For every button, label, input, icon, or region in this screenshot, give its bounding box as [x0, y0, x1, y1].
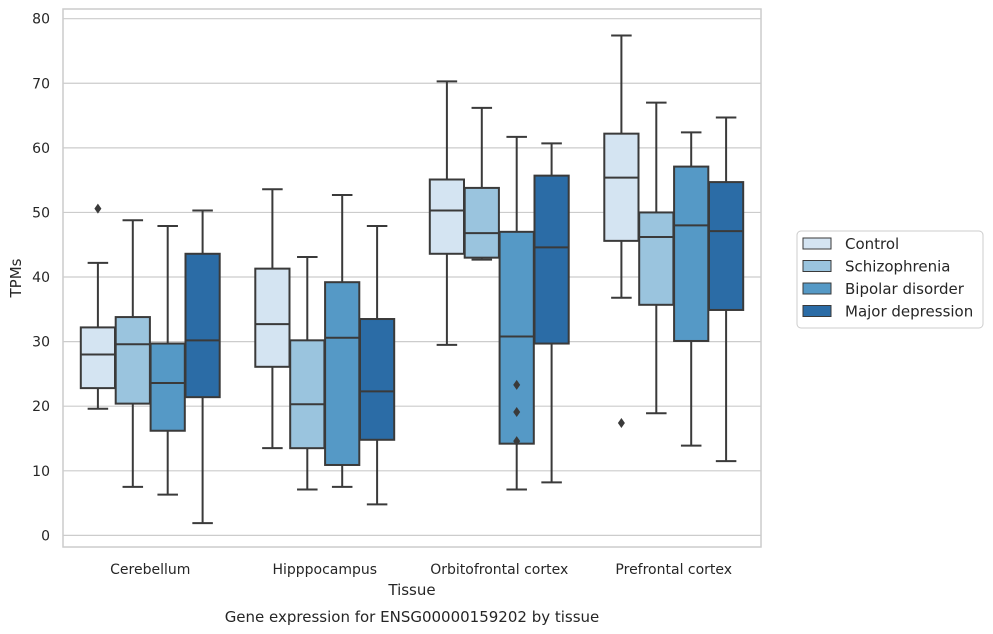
outlier-point [513, 436, 521, 447]
x-axis-ticks: Cerebellum Hipppocampus Orbitofrontal cort… [110, 562, 732, 578]
iqr-box [428, 178, 466, 255]
legend-item: Major depression [802, 303, 973, 321]
legend-label: Major depression [845, 303, 973, 321]
y-axis-label: TPMs [7, 258, 25, 298]
x-tick-label: Orbitofrontal cortex [430, 562, 568, 578]
box [498, 135, 535, 491]
iqr-box [79, 326, 117, 390]
iqr-box [707, 181, 745, 311]
box [149, 225, 186, 496]
box [533, 142, 570, 484]
y-tick-label: 30 [32, 335, 50, 351]
iqr-box [673, 165, 710, 342]
iqr-box [603, 132, 640, 242]
iqr-box [254, 267, 291, 368]
iqr-box [463, 186, 500, 259]
box [324, 194, 361, 488]
y-tick-label: 60 [32, 141, 50, 157]
series-schizophrenia [114, 101, 675, 491]
box [254, 188, 291, 450]
legend-label: Control [845, 235, 899, 253]
legend-swatch [802, 305, 832, 317]
chart-caption: Gene expression for ENSG00000159202 by t… [225, 608, 600, 626]
legend-label: Bipolar disorder [845, 280, 965, 298]
legend-frame [796, 230, 984, 329]
outlier-point [513, 379, 521, 390]
iqr-box [324, 281, 361, 466]
box [707, 116, 745, 463]
box [673, 131, 710, 447]
legend-swatch [802, 237, 832, 250]
x-tick-label: Prefrontal cortex [615, 562, 732, 578]
y-tick-label: 50 [32, 205, 50, 221]
iqr-box [358, 318, 396, 441]
iqr-box [638, 211, 675, 306]
box [428, 80, 466, 346]
box [638, 101, 675, 415]
box [463, 106, 500, 261]
x-tick-label: Hipppocampus [272, 562, 377, 578]
x-tick-label: Cerebellum [110, 562, 190, 578]
iqr-box [184, 252, 221, 399]
box [603, 34, 640, 428]
box [358, 225, 396, 506]
legend-item: Schizophrenia [802, 258, 950, 276]
legend-swatch [802, 282, 832, 295]
y-tick-label: 70 [32, 76, 50, 92]
box [79, 203, 117, 410]
iqr-box [289, 339, 326, 450]
y-tick-label: 20 [32, 399, 50, 415]
y-axis-ticks: 0 10 20 30 40 50 60 70 80 [32, 12, 50, 545]
outlier-point [617, 417, 625, 428]
box [184, 209, 221, 525]
legend-swatch [802, 260, 832, 272]
box [114, 219, 151, 488]
legend-item: Bipolar disorder [802, 280, 965, 298]
series-control [79, 34, 640, 450]
y-tick-label: 80 [32, 12, 50, 28]
y-tick-label: 0 [41, 528, 50, 544]
legend: Control Schizophrenia Bipolar disorder Majo… [796, 230, 984, 329]
series-bipolar-disorder [149, 131, 710, 496]
iqr-box [114, 316, 151, 405]
outlier-point [513, 407, 521, 418]
iqr-box [533, 174, 570, 345]
plot-frame [62, 8, 762, 548]
legend-label: Schizophrenia [845, 258, 950, 276]
y-tick-label: 40 [32, 270, 50, 286]
outlier-point [94, 203, 102, 214]
series-major-depression [184, 116, 745, 525]
box [289, 256, 326, 491]
iqr-box [149, 342, 186, 432]
box-series [79, 34, 745, 525]
legend-item: Control [802, 235, 899, 253]
y-tick-label: 10 [32, 464, 50, 480]
x-axis-label: Tissue [387, 581, 435, 599]
